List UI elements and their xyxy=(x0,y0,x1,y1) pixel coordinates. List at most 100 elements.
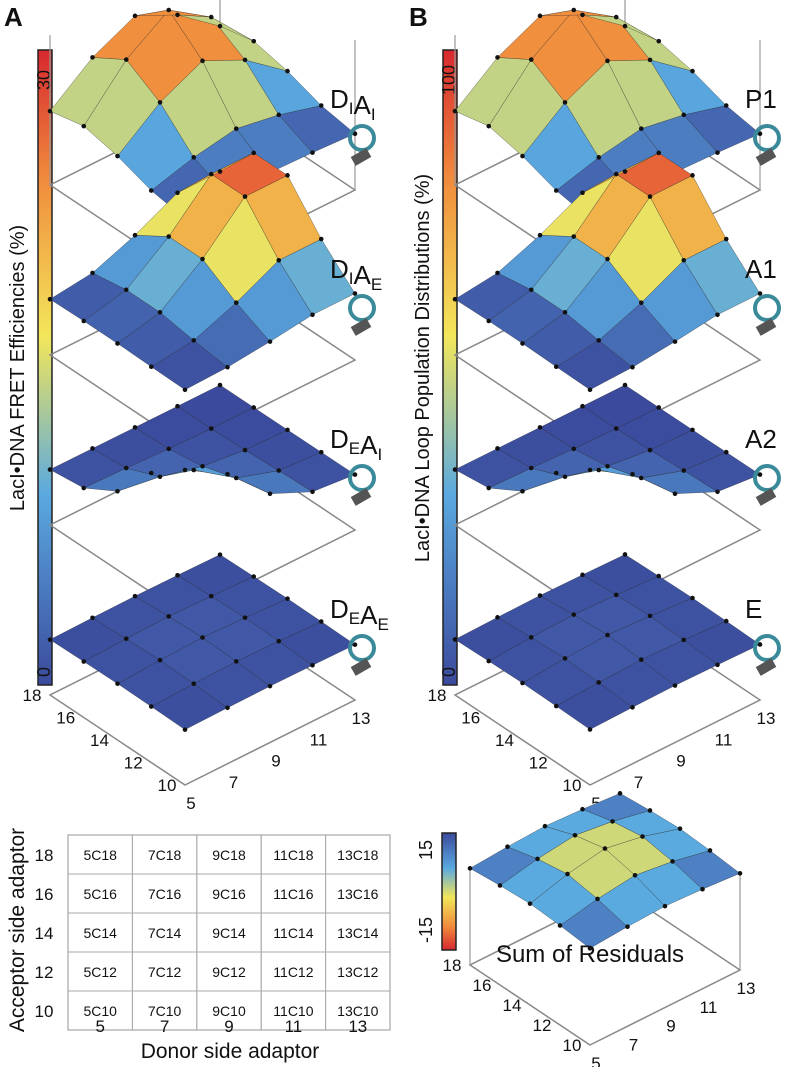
col-label: 5 xyxy=(95,1017,104,1036)
surface-node xyxy=(251,38,257,44)
surface-node xyxy=(217,169,223,174)
plot-label-sub: I xyxy=(377,445,382,464)
donor-tick-label: 9 xyxy=(666,1017,675,1036)
surface-node xyxy=(157,100,163,105)
donor-tick-label: 13 xyxy=(352,709,371,728)
cell xyxy=(325,990,391,1031)
surface-node xyxy=(310,150,315,155)
surface-node xyxy=(715,662,720,668)
surface-node xyxy=(605,632,610,638)
surface-node xyxy=(605,256,610,262)
surface-node xyxy=(638,126,644,131)
surface-node xyxy=(707,848,713,853)
surface-node xyxy=(175,190,180,196)
donor-tick-label: 9 xyxy=(676,752,685,771)
surface-node xyxy=(233,300,239,305)
colorbar xyxy=(37,49,53,686)
surface-node xyxy=(157,657,163,663)
surface-node xyxy=(452,108,458,114)
surface-node xyxy=(132,425,138,430)
surface-node xyxy=(580,12,585,18)
acceptor-tick-label: 18 xyxy=(428,686,447,705)
surface-node xyxy=(630,705,635,710)
surface-node xyxy=(562,309,568,315)
surface-node xyxy=(81,659,87,664)
surface-node xyxy=(123,465,129,471)
surface-node xyxy=(90,446,95,451)
plot-label: P1 xyxy=(745,84,777,114)
colorbar-max: 30 xyxy=(34,70,54,90)
surface-node xyxy=(757,642,763,647)
plot-label-sub: I xyxy=(371,105,376,124)
acceptor-tick-label: 18 xyxy=(23,686,42,705)
cell-text: 11C18 xyxy=(273,847,313,863)
surface-node xyxy=(553,364,559,370)
row-label: 16 xyxy=(35,885,54,904)
surface-node xyxy=(495,270,500,276)
residuals-title: Sum of Residuals xyxy=(496,941,684,968)
surface-node xyxy=(613,592,619,598)
surface-node xyxy=(647,194,653,199)
acceptor-tick-label: 16 xyxy=(56,709,75,728)
cell-text: 13C14 xyxy=(337,925,378,941)
donor-tick-label: 7 xyxy=(634,773,643,792)
acceptor-tick-label: 18 xyxy=(443,956,462,975)
surface-node xyxy=(310,663,315,668)
surface-node xyxy=(200,58,205,64)
plot-label-sub: E xyxy=(349,609,360,628)
surface-node xyxy=(622,382,628,388)
colorbar xyxy=(442,49,458,686)
surface-node xyxy=(242,194,248,199)
surface-node xyxy=(285,68,290,74)
surface-node xyxy=(610,819,615,824)
surface-node xyxy=(486,123,492,129)
protein-icon xyxy=(755,318,777,336)
colorbar-title: LacI•DNA FRET Efficiencies (%) xyxy=(7,225,29,511)
surface-node xyxy=(267,339,273,344)
surface-node xyxy=(318,236,324,242)
surface-node xyxy=(115,341,120,346)
surface-node xyxy=(690,427,695,433)
col-label: 9 xyxy=(224,1017,233,1036)
surface-node xyxy=(242,615,248,620)
colorbar-title: LacI•DNA Loop Population Distributions (… xyxy=(412,174,434,562)
surface-node xyxy=(225,471,230,477)
surface-node xyxy=(622,169,628,174)
plot-label-sub: I xyxy=(349,99,354,118)
surface-node xyxy=(47,296,53,302)
surface-node xyxy=(81,123,87,129)
surface-node xyxy=(208,426,214,431)
surface-node xyxy=(580,806,585,812)
cell-text: 11C10 xyxy=(273,1003,313,1019)
surface-node xyxy=(677,826,683,831)
plot-label-main: D xyxy=(330,594,349,624)
loop-icon xyxy=(348,634,376,662)
donor-tick-label: 11 xyxy=(700,998,718,1017)
surface-node xyxy=(715,150,720,155)
surface-node xyxy=(166,234,172,239)
surface-node xyxy=(242,447,248,453)
surface-node xyxy=(191,681,197,686)
surface-node xyxy=(587,727,593,732)
table-y-title: Acceptor side adaptor xyxy=(6,828,29,1032)
surface-node xyxy=(656,38,662,44)
surface-node xyxy=(681,112,687,118)
table-x-title: Donor side adaptor xyxy=(141,1040,320,1063)
surface-node xyxy=(182,467,188,473)
surface-node xyxy=(537,425,543,430)
surface-node xyxy=(690,173,695,178)
surface-node xyxy=(200,463,205,469)
acceptor-tick-label: 16 xyxy=(461,709,480,728)
surface-node xyxy=(251,574,257,579)
surface-node xyxy=(310,312,315,318)
surface-node xyxy=(613,426,619,431)
surface-node xyxy=(537,232,543,238)
surface-node xyxy=(587,946,593,951)
surface-node xyxy=(587,467,593,473)
surface-node xyxy=(571,446,577,452)
surface-node xyxy=(557,923,563,928)
surface-node xyxy=(571,234,577,239)
surface-node xyxy=(520,153,525,159)
row-label: 12 xyxy=(35,963,54,982)
plot-label: A2 xyxy=(745,424,777,454)
